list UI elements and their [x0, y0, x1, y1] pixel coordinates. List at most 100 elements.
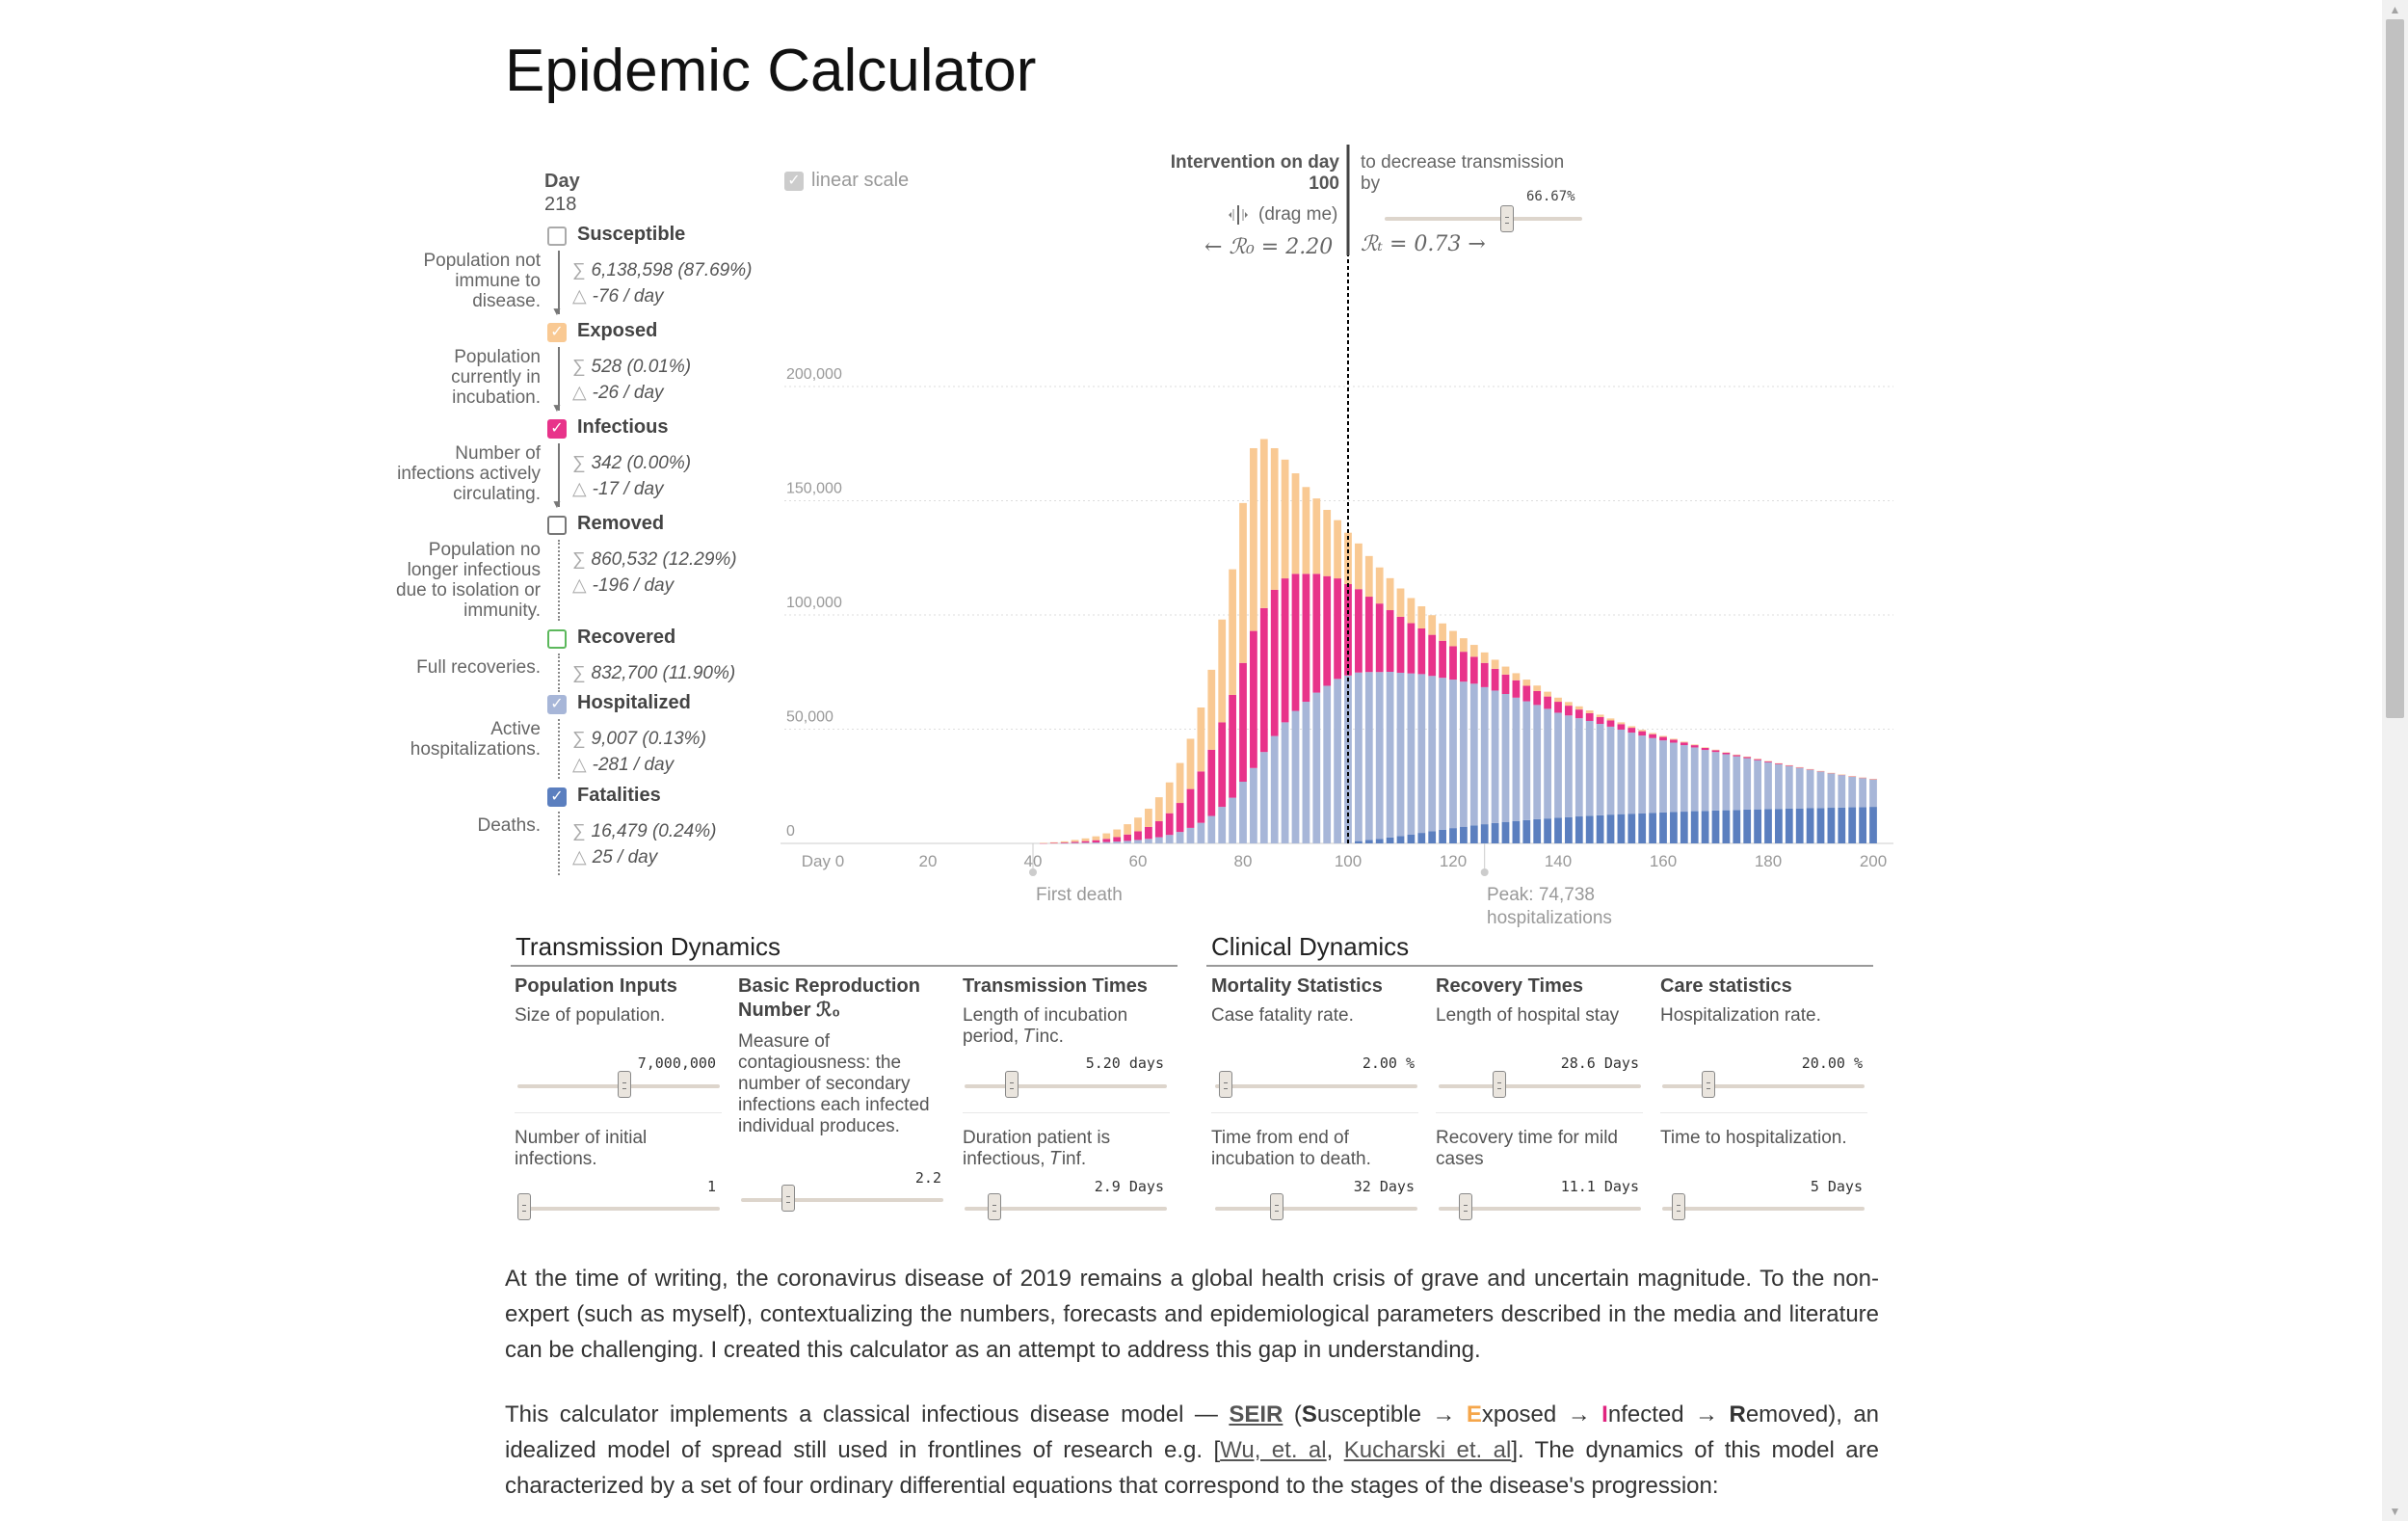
annotation-marker — [1480, 868, 1489, 876]
bar-fatalities — [1869, 807, 1877, 843]
exposed-description-line: incubation. — [452, 387, 541, 408]
recovered-checkbox[interactable] — [547, 629, 567, 649]
hospitalized-checkbox[interactable]: ✓ — [547, 695, 567, 714]
infectious-duration-slider-track[interactable] — [965, 1207, 1167, 1211]
intervention-label: Intervention on day — [1170, 152, 1339, 173]
removed-checkbox[interactable] — [547, 516, 567, 535]
decrease-label-line1: to decrease transmission — [1361, 152, 1565, 173]
infectious-description-line: circulating. — [453, 484, 541, 504]
linear-scale-checkbox[interactable]: ✓ — [784, 171, 804, 191]
seir-link[interactable]: SEIR — [1229, 1401, 1283, 1428]
population-slider-thumb[interactable] — [618, 1071, 631, 1098]
bar-hospitalized — [1259, 752, 1268, 843]
time-to-hospitalization-slider-track[interactable] — [1662, 1207, 1865, 1211]
mild-recovery-slider-thumb[interactable] — [1459, 1193, 1472, 1220]
scroll-down-arrow-icon[interactable]: ▼ — [2389, 1505, 2401, 1518]
hospital-stay-slider-track[interactable] — [1439, 1084, 1641, 1088]
hospitalization-rate-slider-thumb[interactable] — [1702, 1071, 1715, 1098]
wu-link[interactable]: Wu, et. al — [1220, 1437, 1327, 1463]
infectious-duration-slider-thumb[interactable] — [988, 1193, 1001, 1220]
r0-desc-line: individual produces. — [738, 1116, 900, 1136]
fatalities-label: Fatalities — [577, 785, 661, 806]
incubation-slider-thumb[interactable] — [1005, 1071, 1019, 1098]
seir-s: S — [1301, 1401, 1317, 1428]
population-value: 7,000,000 — [637, 1054, 716, 1072]
time-to-death-slider-track[interactable] — [1215, 1207, 1417, 1211]
bar-fatalities — [1617, 814, 1626, 843]
bar-exposed — [1439, 623, 1446, 641]
drag-handle-icon[interactable] — [1226, 204, 1251, 226]
bar-exposed — [1501, 666, 1510, 675]
time-to-hospitalization-slider-thumb[interactable] — [1672, 1193, 1685, 1220]
bar-fatalities — [1364, 840, 1373, 843]
bar-fatalities — [1764, 809, 1772, 843]
initial-infections-slider-thumb[interactable] — [517, 1193, 531, 1220]
intervention-drag-handle[interactable]: (drag me) — [1226, 204, 1337, 226]
exposed-description-line: Population — [454, 347, 541, 367]
bar-hospitalized — [1859, 778, 1866, 808]
mild-recovery-slider-track[interactable] — [1439, 1207, 1641, 1211]
bar-exposed — [1165, 782, 1174, 814]
bar-hospitalized — [1355, 672, 1363, 841]
bar-hospitalized — [1229, 797, 1236, 843]
bar-infectious — [1460, 652, 1468, 682]
bar-exposed — [1533, 685, 1542, 691]
bar-hospitalized — [1291, 710, 1300, 843]
infectious-checkbox[interactable]: ✓ — [547, 419, 567, 439]
fatality-rate-slider-thumb[interactable] — [1219, 1071, 1232, 1098]
incubation-slider-track[interactable] — [965, 1084, 1167, 1088]
bar-exposed — [1407, 598, 1416, 624]
bar-hospitalized — [1638, 735, 1647, 814]
linear-scale-toggle[interactable]: ✓ linear scale — [784, 170, 909, 192]
infectious-duration-desc-line2: infectious, 𝑇inf. — [963, 1149, 1087, 1169]
bar-exposed — [1491, 659, 1499, 669]
first-death-label: First death — [1036, 885, 1123, 905]
bar-exposed — [1355, 543, 1363, 590]
time-to-death-slider-thumb[interactable] — [1270, 1193, 1283, 1220]
bar-infectious — [1522, 685, 1531, 702]
kucharski-link[interactable]: Kucharski et. al — [1343, 1437, 1512, 1463]
bar-hospitalized — [1480, 686, 1489, 825]
exposed-checkbox[interactable]: ✓ — [547, 323, 567, 342]
bar-infectious — [1501, 674, 1510, 695]
initial-infections-slider-track[interactable] — [517, 1207, 720, 1211]
hospital-stay-slider-thumb[interactable] — [1493, 1071, 1506, 1098]
bar-infectious — [1417, 627, 1426, 675]
bar-fatalities — [1533, 818, 1542, 843]
bar-fatalities — [1375, 839, 1384, 843]
decrease-value: 66.67% — [1526, 189, 1575, 204]
hospitalized-description-line: Active — [490, 719, 541, 739]
hospital-stay-value: 28.6 Days — [1560, 1054, 1639, 1072]
bar-hospitalized — [1134, 840, 1142, 843]
scrollbar-thumb[interactable] — [2386, 19, 2404, 718]
population-separator — [515, 1112, 722, 1113]
seir-r-rest: emoved), an idealized model of spread st… — [505, 1401, 1880, 1463]
bar-fatalities — [1460, 826, 1468, 843]
x-tick-label: 80 — [1234, 852, 1253, 870]
r0-slider-thumb[interactable] — [781, 1185, 795, 1212]
incubation-desc: Length of incubation period, 𝑇inc. — [963, 1005, 1127, 1048]
bar-infectious — [1040, 842, 1047, 844]
seir-i: I — [1601, 1401, 1608, 1428]
exposed-label: Exposed — [577, 320, 658, 341]
bar-infectious — [1649, 734, 1656, 738]
bar-infectious — [1554, 702, 1562, 713]
bar-infectious — [1480, 662, 1489, 687]
bar-infectious — [1775, 763, 1783, 764]
bar-exposed — [1449, 630, 1457, 647]
hospitalization-rate-slider-track[interactable] — [1662, 1084, 1865, 1088]
hospitalized-sum: ∑ 9,007 (0.13%) — [572, 729, 706, 749]
scroll-up-arrow-icon[interactable]: ▲ — [2389, 3, 2401, 16]
fatality-rate-slider-track[interactable] — [1215, 1084, 1417, 1088]
decrease-slider-thumb[interactable] — [1499, 205, 1514, 232]
r0-slider-track[interactable] — [741, 1198, 943, 1202]
bar-fatalities — [1848, 807, 1857, 843]
fatalities-checkbox[interactable]: ✓ — [547, 787, 567, 807]
peak-label: Peak: 74,738 — [1487, 885, 1595, 905]
incubation-desc-line2: period, 𝑇inc. — [963, 1027, 1064, 1047]
bar-hospitalized — [1081, 842, 1090, 843]
susceptible-checkbox[interactable] — [547, 227, 567, 246]
decrease-slider-track[interactable] — [1385, 217, 1582, 221]
page-title: Epidemic Calculator — [505, 38, 1037, 104]
